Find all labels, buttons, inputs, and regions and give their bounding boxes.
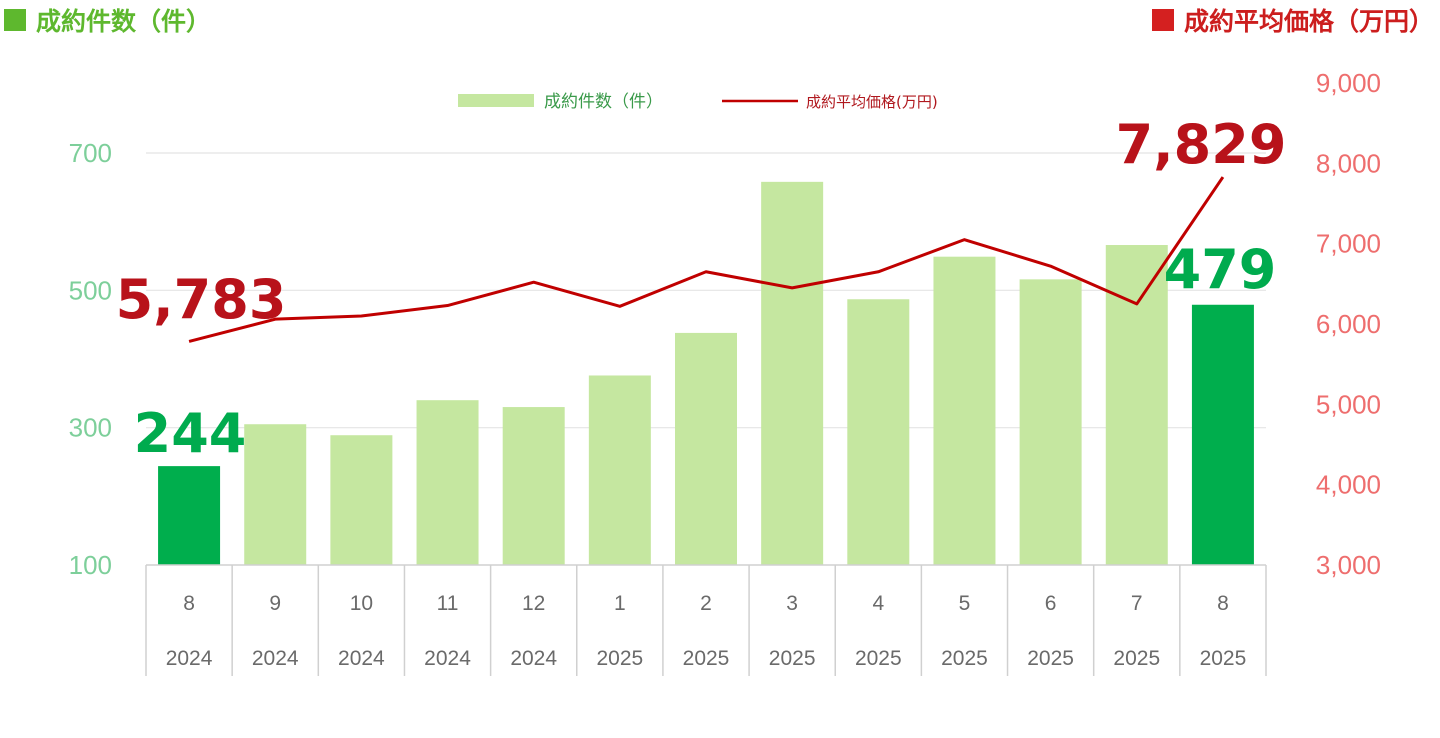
x-tick-year: 2025	[1200, 647, 1247, 670]
bar	[588, 375, 651, 565]
left-tick-label: 100	[69, 550, 112, 580]
x-tick-year: 2025	[1113, 647, 1160, 670]
right-tick-label: 8,000	[1316, 148, 1381, 178]
x-axis: 8 2024 9 2024 10 2024 11 2024 12 2024 1 2025 2 2025 3 2…	[145, 564, 1267, 676]
x-tick-month: 1	[614, 592, 626, 615]
x-tick-year: 2024	[510, 647, 557, 670]
bar	[1019, 279, 1082, 565]
left-tick-label: 700	[69, 138, 112, 168]
data-label-last-price: 7,829	[1116, 113, 1287, 176]
right-axis-title-text: 成約平均価格（万円）	[1183, 7, 1434, 36]
data-label-last-bar: 479	[1164, 238, 1277, 301]
left-tick-label: 500	[69, 275, 112, 305]
right-tick-label: 9,000	[1316, 68, 1381, 98]
line-series	[188, 176, 1225, 343]
right-axis-title: 成約平均価格（万円）	[1151, 2, 1434, 38]
x-tick-year: 2025	[769, 647, 816, 670]
x-tick-month: 2	[700, 592, 712, 615]
legend-bar-swatch	[458, 94, 534, 107]
right-tick-label: 6,000	[1316, 309, 1381, 339]
data-label-first-price: 5,783	[116, 268, 287, 331]
x-tick-month: 8	[1217, 592, 1229, 615]
x-tick-year: 2024	[424, 647, 471, 670]
x-tick-year: 2024	[338, 647, 385, 670]
x-tick-year: 2025	[855, 647, 902, 670]
x-tick-year: 2025	[941, 647, 988, 670]
bar	[675, 332, 737, 565]
bar	[1105, 245, 1168, 565]
green-square-icon	[4, 9, 26, 31]
bar	[330, 435, 393, 565]
x-tick-month: 11	[437, 592, 459, 615]
x-tick-year: 2025	[683, 647, 730, 670]
left-axis-ticks: 100 300 500 700	[69, 138, 112, 580]
right-tick-label: 4,000	[1316, 470, 1381, 500]
right-tick-label: 5,000	[1316, 389, 1381, 419]
bar	[502, 407, 565, 565]
x-tick-month: 6	[1045, 592, 1057, 615]
bar	[1191, 304, 1254, 565]
bar	[847, 299, 910, 565]
legend-bar-label: 成約件数（件）	[544, 92, 663, 112]
bar	[761, 181, 824, 565]
red-square-icon	[1151, 9, 1174, 31]
x-tick-month: 10	[350, 592, 373, 615]
bar	[244, 424, 307, 565]
right-tick-label: 7,000	[1316, 229, 1381, 259]
right-axis-ticks: 3,000 4,000 5,000 6,000 7,000 8,000 9,000	[1316, 68, 1381, 580]
x-tick-month: 7	[1131, 592, 1143, 615]
legend: 成約件数（件） 成約平均価格(万円)	[458, 92, 938, 112]
legend-line-label: 成約平均価格(万円)	[806, 93, 938, 111]
left-axis-title: 成約件数（件）	[4, 2, 211, 38]
x-tick-year: 2025	[1027, 647, 1074, 670]
right-tick-label: 3,000	[1316, 550, 1381, 580]
left-tick-label: 300	[69, 413, 112, 443]
x-tick-year: 2024	[166, 647, 213, 670]
x-tick-year: 2025	[596, 647, 643, 670]
x-tick-month: 12	[522, 592, 545, 615]
x-tick-month: 3	[786, 592, 798, 615]
data-label-first-bar: 244	[134, 402, 247, 465]
bar-series	[158, 181, 1254, 565]
price-line	[188, 176, 1225, 343]
x-tick-month: 4	[872, 592, 884, 615]
bar	[416, 400, 479, 565]
bar	[158, 466, 221, 565]
bar	[933, 256, 996, 565]
x-tick-month: 5	[959, 592, 971, 615]
left-axis-title-text: 成約件数（件）	[36, 7, 212, 36]
x-tick-month: 9	[269, 592, 281, 615]
x-tick-month: 8	[183, 592, 195, 615]
x-tick-year: 2024	[252, 647, 299, 670]
